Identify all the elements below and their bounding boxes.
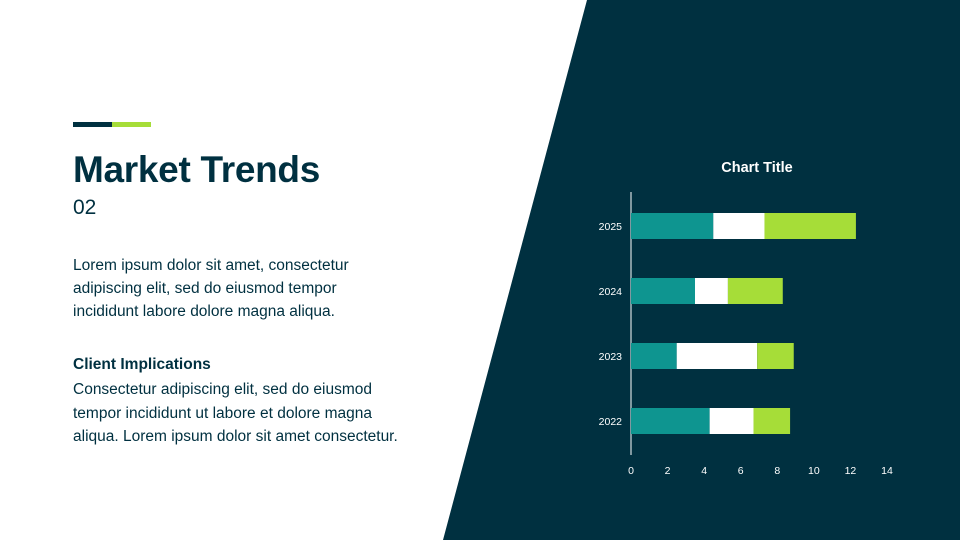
x-tick-label-2: 2 — [665, 465, 671, 477]
accent-bar — [73, 122, 151, 127]
category-label-2023: 2023 — [599, 351, 623, 363]
x-tick-label-10: 10 — [808, 465, 820, 477]
category-label-2025: 2025 — [599, 221, 623, 233]
x-tick-label-8: 8 — [774, 465, 780, 477]
bar-segment-2023-s2 — [676, 343, 758, 369]
chart-title: Chart Title — [721, 160, 792, 176]
bar-segment-2022-s3 — [753, 408, 791, 434]
category-label-2024: 2024 — [599, 286, 623, 298]
bar-segment-2023-s1 — [631, 343, 677, 369]
x-tick-label-12: 12 — [845, 465, 857, 477]
x-tick-label-4: 4 — [701, 465, 707, 477]
bar-segment-2022-s2 — [709, 408, 754, 434]
implications-paragraph: Consectetur adipiscing elit, sed do eius… — [73, 381, 398, 445]
x-tick-label-6: 6 — [738, 465, 744, 477]
slide-title: Market Trends — [73, 149, 320, 190]
bar-segment-2025-s3 — [764, 213, 856, 239]
bar-segment-2024-s3 — [727, 278, 783, 304]
implications-heading: Client Implications — [73, 356, 211, 373]
accent-bar-dark-segment — [73, 122, 112, 127]
category-label-2022: 2022 — [599, 416, 623, 428]
bar-segment-2022-s1 — [631, 408, 710, 434]
x-tick-label-14: 14 — [881, 465, 893, 477]
body-paragraph: Lorem ipsum dolor sit amet, consectetur … — [73, 257, 349, 320]
bar-segment-2024-s1 — [631, 278, 695, 304]
bar-segment-2025-s2 — [713, 213, 765, 239]
bar-segment-2025-s1 — [631, 213, 714, 239]
accent-bar-lime-segment — [112, 122, 151, 127]
slide-number: 02 — [73, 196, 97, 219]
x-tick-label-0: 0 — [628, 465, 634, 477]
bar-segment-2024-s2 — [695, 278, 728, 304]
bar-segment-2023-s3 — [757, 343, 794, 369]
